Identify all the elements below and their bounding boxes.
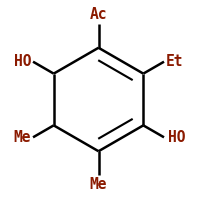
Text: HO: HO bbox=[167, 130, 185, 145]
Text: HO: HO bbox=[13, 54, 31, 69]
Text: Me: Me bbox=[89, 177, 107, 192]
Text: Me: Me bbox=[13, 130, 31, 145]
Text: Et: Et bbox=[165, 54, 183, 69]
Text: Ac: Ac bbox=[89, 7, 107, 22]
